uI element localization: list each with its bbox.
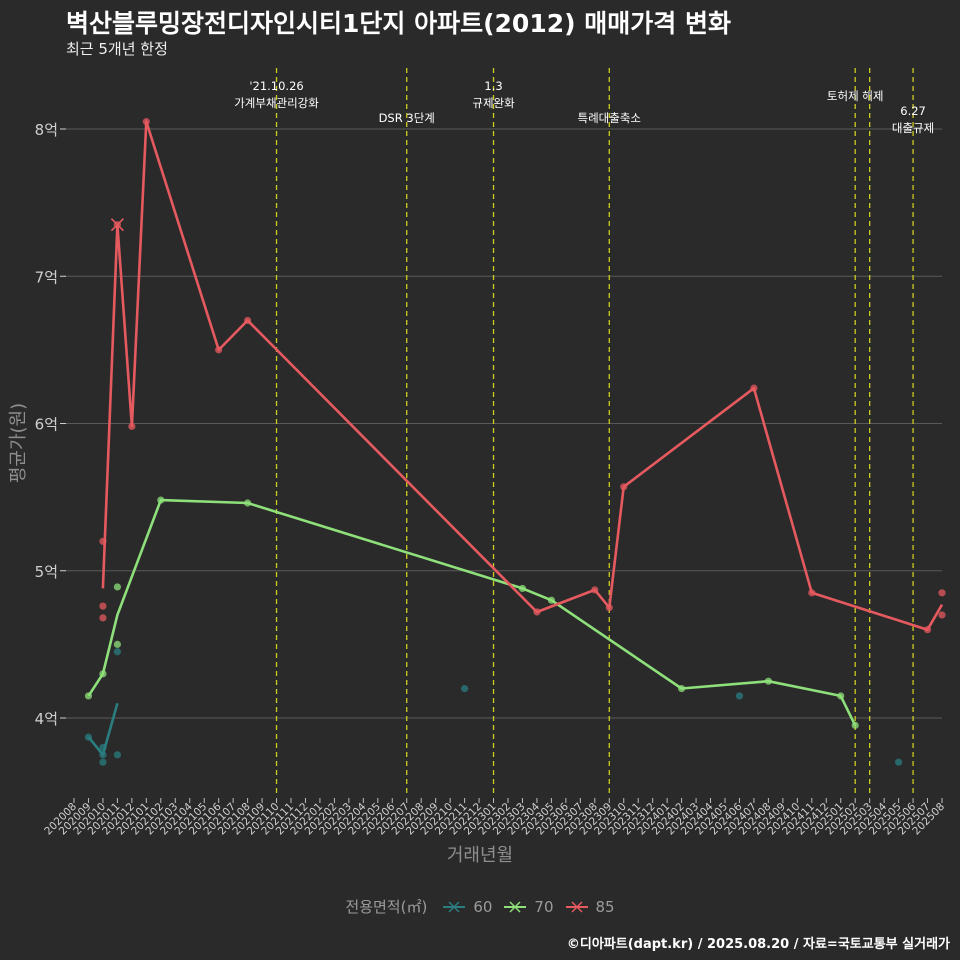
x-axis-ticks: 2020082020092020102020112020122021012021… (42, 798, 947, 837)
data-point-85 (808, 589, 816, 597)
data-point-85 (142, 118, 150, 126)
data-point-85 (923, 626, 932, 634)
legend-label-70: 70 (534, 897, 554, 916)
series-line-85 (101, 120, 944, 631)
data-point-60 (99, 751, 107, 759)
data-marker-x (110, 218, 124, 232)
series-line-70 (87, 498, 857, 726)
event-label: 1.3 (484, 79, 502, 93)
data-point-60 (735, 692, 744, 700)
event-label: 가계부채관리강화 (234, 96, 319, 110)
event-label: 6.27 (900, 104, 926, 118)
legend-key-60-icon (443, 900, 466, 913)
y-axis-ticks: 4억 5억 6억 7억 8억 (35, 121, 66, 728)
data-point-85 (215, 346, 223, 354)
event-label: 특례대출축소 (578, 111, 641, 125)
data-point-60 (895, 758, 903, 766)
legend-item-70: 70 (502, 897, 554, 916)
data-point-85 (605, 603, 613, 612)
data-point-85 (591, 586, 599, 594)
data-point-70 (678, 684, 686, 693)
series-lines (87, 120, 944, 757)
data-point-85 (620, 483, 628, 491)
data-point-85 (99, 614, 107, 622)
event-label: 토허제 해제 (827, 89, 884, 103)
legend-key-70-icon (504, 900, 527, 913)
data-point-85 (244, 316, 252, 325)
data-point-70 (157, 496, 165, 504)
legend-title: 전용면적(㎡) (345, 898, 428, 916)
legend-label-85: 85 (595, 897, 615, 916)
series-points (84, 118, 946, 766)
legend-key-85-icon (565, 900, 588, 913)
event-label: DSR 3단계 (379, 111, 435, 125)
chart-title: 벽산블루밍장전디자인시티1단지 아파트(2012) 매매가격 변화 (66, 9, 731, 38)
y-tick-label: 4억 (35, 710, 58, 728)
grid-lines (64, 128, 942, 719)
x-axis-label: 거래년월 (446, 845, 514, 866)
data-point-85 (750, 384, 758, 392)
y-axis-label: 평균가(원) (8, 402, 29, 484)
data-point-70 (764, 677, 773, 685)
data-point-70 (547, 596, 556, 604)
data-point-60 (113, 751, 121, 759)
legend-item-85: 85 (564, 898, 615, 916)
chart-subtitle: 최근 5개년 한정 (66, 40, 168, 58)
y-tick-label: 6억 (35, 416, 58, 434)
legend-item-60: 60 (441, 898, 492, 916)
data-point-70 (518, 584, 527, 593)
data-point-85 (533, 608, 541, 616)
data-point-85 (938, 589, 946, 597)
event-label: 대출규제 (892, 121, 934, 135)
event-label: '21.10.26 (249, 79, 303, 93)
legend: 전용면적(㎡) 60 70 85 (0, 896, 960, 917)
data-point-60 (99, 743, 107, 752)
data-point-70 (244, 499, 252, 507)
data-point-85 (938, 611, 946, 619)
data-point-70 (113, 640, 121, 648)
y-tick-label: 5억 (35, 563, 58, 581)
y-tick-label: 8억 (35, 121, 58, 139)
data-point-60 (84, 733, 93, 741)
data-point-85 (99, 537, 107, 545)
data-point-60 (461, 684, 469, 693)
data-point-60 (99, 758, 107, 766)
data-point-70 (113, 583, 121, 591)
data-point-85 (99, 602, 107, 610)
data-point-70 (851, 721, 859, 729)
legend-label-60: 60 (473, 897, 493, 916)
data-point-85 (128, 422, 136, 431)
data-point-70 (84, 692, 93, 700)
y-tick-label: 7억 (35, 268, 58, 286)
data-point-60 (113, 648, 121, 656)
source-caption: ©디아파트(dapt.kr) / 2025.08.20 / 자료=국토교통부 실… (566, 937, 950, 952)
data-point-70 (99, 670, 107, 678)
event-label: 규제완화 (472, 96, 515, 110)
data-point-70 (837, 692, 845, 700)
